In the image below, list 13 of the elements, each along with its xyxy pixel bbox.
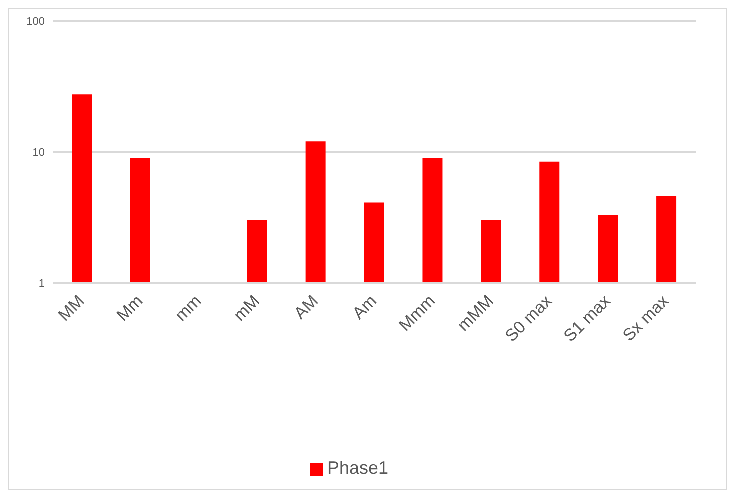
x-tick-label: Am — [349, 292, 380, 324]
x-tick-label: Mm — [113, 292, 147, 326]
y-tick-label: 10 — [32, 146, 45, 159]
y-tick-label: 100 — [26, 16, 45, 28]
x-tick-label: mm — [172, 292, 206, 326]
x-tick-label: Sx max — [619, 291, 674, 346]
legend-label: Phase1 — [327, 458, 389, 478]
x-tick-label: MM — [54, 292, 88, 326]
x-tick-label: S0 max — [502, 291, 556, 346]
x-tick-label: mM — [230, 292, 264, 326]
x-tick-label: S1 max — [560, 291, 615, 346]
y-tick-label: 1 — [38, 278, 45, 290]
x-tick-label: AM — [290, 292, 322, 324]
